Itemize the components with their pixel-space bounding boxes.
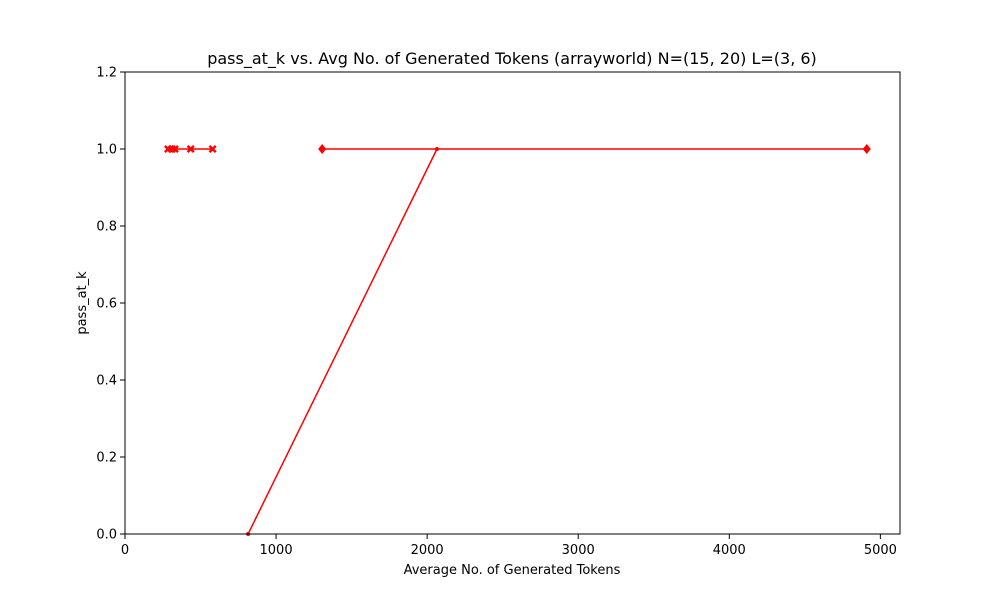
data-point-x-marker [170, 145, 179, 153]
data-point-diamond-marker [862, 144, 871, 154]
y-tick-label: 0.0 [96, 528, 117, 543]
y-tick-label: 0.4 [96, 374, 117, 389]
x-tick-label: 3000 [562, 543, 595, 558]
y-tick-label: 0.8 [96, 220, 117, 235]
x-axis: 0 1000 2000 3000 4000 5000 [121, 534, 897, 558]
chart-title: pass_at_k vs. Avg No. of Generated Token… [207, 49, 817, 69]
data-point-x-marker [186, 145, 195, 153]
series-layer [164, 144, 871, 536]
data-point-dot-marker [434, 147, 439, 151]
x-marker-shape [170, 145, 179, 153]
x-tick-label: 1000 [260, 543, 293, 558]
y-axis: 0.0 0.2 0.4 0.6 0.8 1.0 1.2 [96, 66, 125, 543]
data-point-diamond-marker [318, 144, 327, 154]
y-tick-label: 1.0 [96, 143, 117, 158]
x-axis-label: Average No. of Generated Tokens [404, 563, 621, 578]
series-3-line [247, 148, 438, 535]
x-tick-label: 4000 [713, 543, 746, 558]
x-marker-shape [208, 145, 217, 153]
y-axis-label: pass_at_k [75, 271, 90, 335]
x-tick-label: 5000 [864, 543, 897, 558]
y-tick-label: 1.2 [96, 66, 117, 81]
x-tick-label: 0 [121, 543, 129, 558]
y-tick-label: 0.2 [96, 451, 117, 466]
y-tick-label: 0.6 [96, 297, 117, 312]
data-point-x-marker [208, 145, 217, 153]
x-tick-label: 2000 [411, 543, 444, 558]
x-marker-shape [186, 145, 195, 153]
